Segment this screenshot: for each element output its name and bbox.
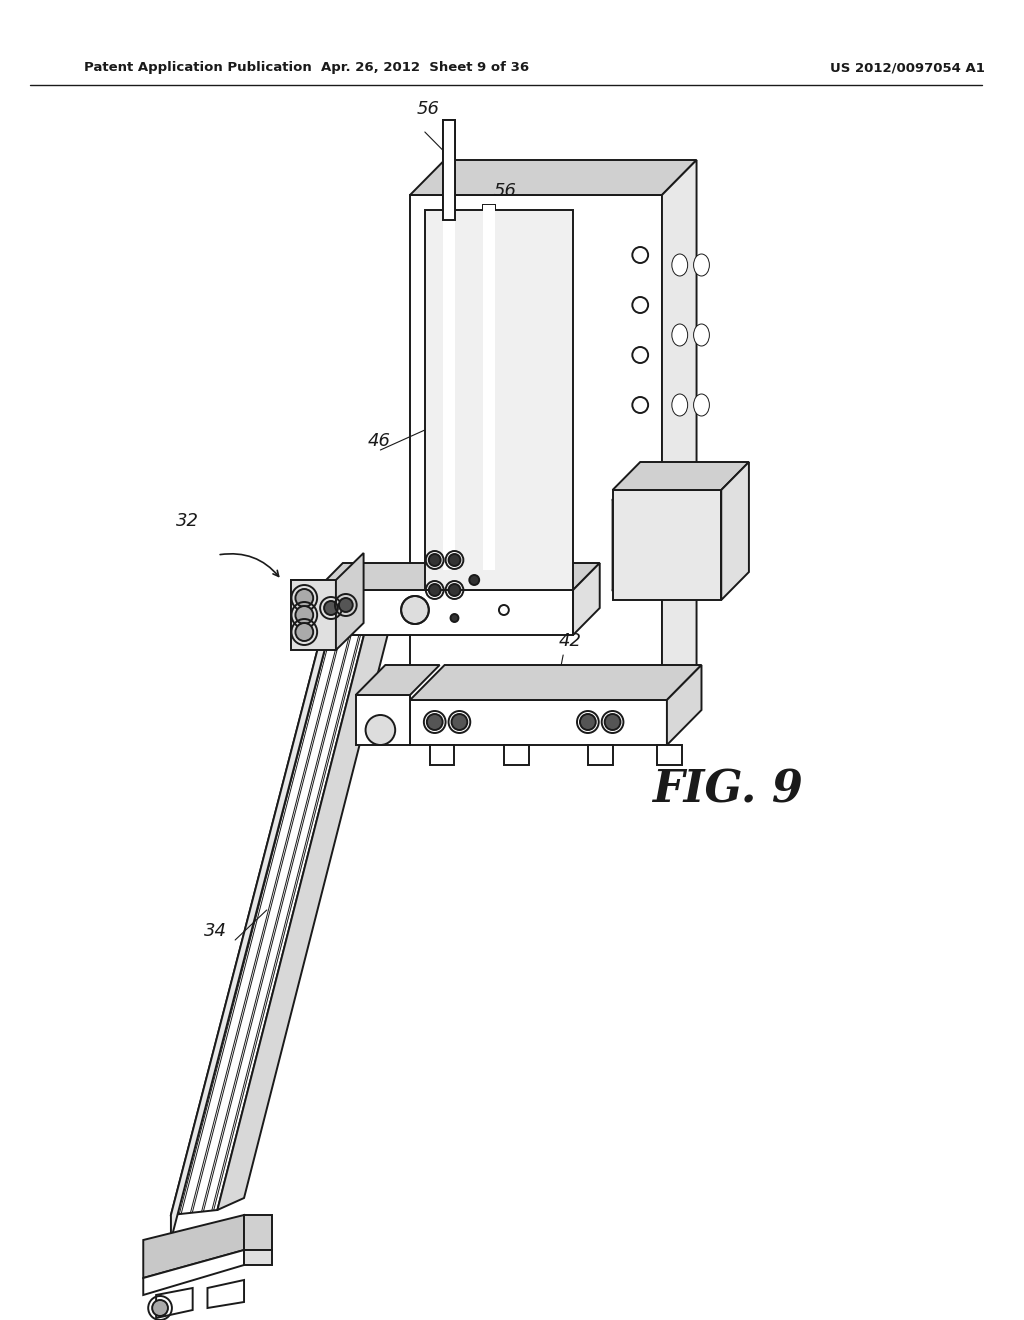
Polygon shape <box>410 160 696 195</box>
Polygon shape <box>442 120 456 570</box>
Text: Patent Application Publication: Patent Application Publication <box>84 62 311 74</box>
Polygon shape <box>721 462 749 601</box>
Polygon shape <box>662 160 696 700</box>
Circle shape <box>580 714 596 730</box>
Polygon shape <box>410 195 662 700</box>
Circle shape <box>429 583 440 597</box>
Circle shape <box>295 589 313 607</box>
Text: US 2012/0097054 A1: US 2012/0097054 A1 <box>829 62 985 74</box>
Circle shape <box>452 714 467 730</box>
Text: 46: 46 <box>368 432 390 450</box>
Circle shape <box>449 554 461 566</box>
Polygon shape <box>355 696 410 744</box>
Circle shape <box>633 397 648 413</box>
Polygon shape <box>588 744 612 766</box>
Text: FIG. 9: FIG. 9 <box>652 768 803 812</box>
Circle shape <box>401 597 429 624</box>
Ellipse shape <box>693 393 710 416</box>
Circle shape <box>633 297 648 313</box>
Circle shape <box>469 576 479 585</box>
Polygon shape <box>667 665 701 744</box>
Polygon shape <box>425 210 573 590</box>
Circle shape <box>153 1300 168 1316</box>
Polygon shape <box>171 590 333 1239</box>
Ellipse shape <box>672 253 688 276</box>
Circle shape <box>633 347 648 363</box>
Ellipse shape <box>693 323 710 346</box>
Polygon shape <box>483 205 495 570</box>
Circle shape <box>366 715 395 744</box>
Polygon shape <box>612 500 662 590</box>
Text: 32: 32 <box>176 512 200 531</box>
Circle shape <box>604 714 621 730</box>
Polygon shape <box>156 1288 193 1317</box>
Text: 34: 34 <box>204 921 227 940</box>
Text: 42: 42 <box>558 632 582 649</box>
Polygon shape <box>171 590 376 1214</box>
Polygon shape <box>355 665 439 696</box>
Circle shape <box>451 614 459 622</box>
Polygon shape <box>336 553 364 649</box>
Circle shape <box>324 601 338 615</box>
Polygon shape <box>410 700 667 744</box>
Circle shape <box>295 623 313 642</box>
Circle shape <box>295 606 313 624</box>
Circle shape <box>633 247 648 263</box>
Polygon shape <box>143 1214 244 1278</box>
Polygon shape <box>217 578 402 1210</box>
Polygon shape <box>430 744 455 766</box>
Circle shape <box>429 554 440 566</box>
Text: 56: 56 <box>417 100 440 117</box>
Text: Apr. 26, 2012  Sheet 9 of 36: Apr. 26, 2012 Sheet 9 of 36 <box>321 62 529 74</box>
Polygon shape <box>442 120 456 220</box>
Polygon shape <box>316 590 573 635</box>
Polygon shape <box>316 564 600 590</box>
Polygon shape <box>573 564 600 635</box>
Polygon shape <box>292 579 331 645</box>
Polygon shape <box>612 462 749 490</box>
Polygon shape <box>208 1280 244 1308</box>
Polygon shape <box>292 579 336 649</box>
Polygon shape <box>244 1214 271 1250</box>
Ellipse shape <box>672 393 688 416</box>
Polygon shape <box>612 490 721 601</box>
Ellipse shape <box>693 253 710 276</box>
Polygon shape <box>657 744 682 766</box>
Polygon shape <box>244 1250 271 1265</box>
Polygon shape <box>504 744 528 766</box>
Text: 56: 56 <box>494 182 517 201</box>
Circle shape <box>427 714 442 730</box>
Circle shape <box>339 598 352 612</box>
Polygon shape <box>410 665 701 700</box>
Polygon shape <box>143 1250 244 1295</box>
Circle shape <box>449 583 461 597</box>
Ellipse shape <box>672 323 688 346</box>
